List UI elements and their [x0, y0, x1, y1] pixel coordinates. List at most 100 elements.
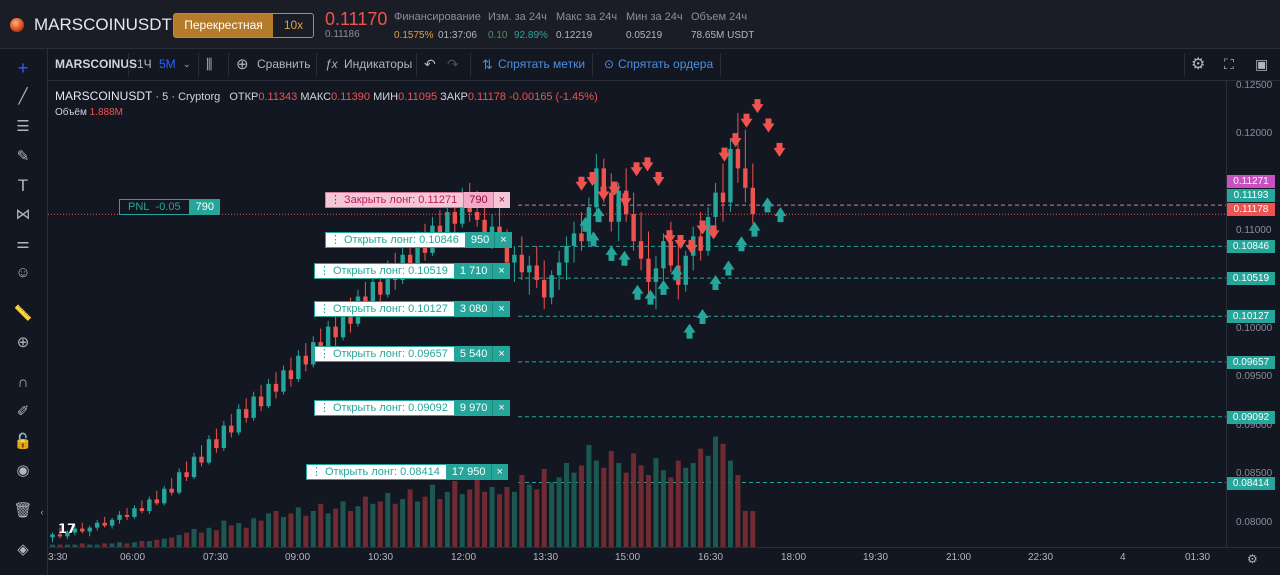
margin-type-label[interactable]: Перекрестная: [174, 14, 273, 37]
volume-label: Объем 24ч: [691, 11, 748, 23]
trash-icon[interactable]: 🗑: [13, 502, 33, 519]
close-long-order[interactable]: Закрыть лонг: 0.11271 790 ×: [325, 192, 511, 208]
cancel-order-icon[interactable]: ×: [492, 400, 510, 416]
candle-body: [109, 519, 115, 526]
pattern-icon[interactable]: ⋈: [15, 206, 31, 223]
pnl-tag[interactable]: PNL -0.05 790: [119, 199, 220, 215]
order-label[interactable]: Открыть лонг: 0.08414: [306, 464, 447, 480]
candle-type-icon[interactable]: ⫼: [206, 56, 213, 72]
fullscreen-icon[interactable]: ⛶: [1224, 56, 1234, 72]
order-label[interactable]: Открыть лонг: 0.09657: [314, 346, 455, 362]
brush-icon[interactable]: ✎: [16, 148, 30, 165]
magnet-icon[interactable]: ∩: [17, 374, 29, 391]
candle-body: [288, 370, 294, 380]
order-label[interactable]: Закрыть лонг: 0.11271: [325, 192, 465, 208]
ruler-icon[interactable]: 📏: [13, 305, 33, 322]
order-label[interactable]: Открыть лонг: 0.10846: [325, 232, 466, 248]
cancel-order-icon[interactable]: ×: [492, 263, 510, 279]
volume-bar: [385, 493, 391, 547]
emoji-icon[interactable]: ☺: [15, 264, 31, 281]
redo-icon[interactable]: ↷: [447, 56, 459, 72]
interval-5m[interactable]: 5M: [159, 57, 176, 71]
interval-1h[interactable]: 1Ч: [137, 57, 152, 71]
open-long-order[interactable]: Открыть лонг: 0.10846 950 ×: [325, 232, 512, 248]
time-tick-label: 4: [1120, 552, 1126, 563]
zoom-icon[interactable]: ⊕: [16, 334, 30, 351]
text-icon[interactable]: T: [17, 176, 29, 195]
cancel-order-icon[interactable]: ×: [492, 301, 510, 317]
volume-bar: [355, 506, 361, 547]
horizontal-lines-icon[interactable]: ☰: [16, 118, 30, 135]
settings-gear-icon[interactable]: ⚙: [1191, 56, 1206, 73]
order-label[interactable]: Открыть лонг: 0.10519: [314, 263, 455, 279]
open-long-order[interactable]: Открыть лонг: 0.10127 3 080 ×: [314, 301, 510, 317]
volume-bar: [318, 503, 324, 547]
candle-body: [147, 499, 152, 512]
collapse-toolbar-icon[interactable]: ‹: [40, 507, 44, 517]
screenshot-camera-icon[interactable]: ▣: [1255, 56, 1269, 72]
candle-body: [482, 219, 487, 234]
change-pct: 92.89%: [514, 30, 548, 41]
hide-orders-icon[interactable]: ⊙: [604, 57, 615, 71]
volume-bar: [131, 542, 137, 547]
price-badge: 0.11178: [1227, 203, 1275, 216]
hide-marks-button[interactable]: Спрятать метки: [498, 57, 586, 71]
order-qty[interactable]: 790: [464, 192, 493, 208]
lock-icon[interactable]: 🔓: [13, 433, 33, 450]
open-long-order[interactable]: Открыть лонг: 0.09092 9 970 ×: [314, 400, 510, 416]
visibility-eye-icon[interactable]: ◉: [16, 462, 30, 479]
order-qty[interactable]: 3 080: [454, 301, 493, 317]
toolbar-symbol[interactable]: MARSCOINUS: [55, 57, 138, 71]
order-qty[interactable]: 1 710: [454, 263, 493, 279]
price-badge: 0.11193: [1227, 189, 1275, 202]
compare-button[interactable]: Сравнить: [257, 57, 311, 71]
volume-bar: [221, 520, 227, 547]
hide-marks-icon[interactable]: ⇅: [482, 57, 493, 72]
cancel-order-icon[interactable]: ×: [492, 192, 511, 208]
price-tick-label: 0.12000: [1236, 128, 1273, 140]
price-axis[interactable]: 0.12500 0.12000 0.11000 0.10000 0.09500 0.090…: [1226, 80, 1280, 547]
symbol-title[interactable]: MARSCOINUSDT: [34, 15, 172, 34]
margin-mode-button[interactable]: Перекрестная 10x: [173, 13, 314, 38]
volume-bar: [72, 544, 78, 547]
order-qty[interactable]: 5 540: [454, 346, 493, 362]
interval-dropdown-icon[interactable]: ⌄: [183, 59, 191, 69]
prediction-icon[interactable]: ⚌: [16, 235, 30, 252]
chart-pane[interactable]: [48, 81, 1226, 547]
layers-icon[interactable]: ◈: [17, 541, 29, 558]
compare-icon[interactable]: ⊕: [236, 56, 249, 73]
volume-bar: [646, 475, 651, 547]
cancel-order-icon[interactable]: ×: [492, 346, 510, 362]
order-qty[interactable]: 950: [465, 232, 495, 248]
lock-drawing-icon[interactable]: ✐: [16, 403, 30, 420]
volume-bar: [735, 475, 741, 547]
open-long-order[interactable]: Открыть лонг: 0.10519 1 710 ×: [314, 263, 510, 279]
order-label[interactable]: Открыть лонг: 0.09092: [314, 400, 455, 416]
crosshair-icon[interactable]: +: [17, 58, 29, 78]
open-long-order[interactable]: Открыть лонг: 0.09657 5 540 ×: [314, 346, 510, 362]
cancel-order-icon[interactable]: ×: [490, 464, 508, 480]
indicators-button[interactable]: Индикаторы: [344, 57, 413, 71]
time-axis[interactable]: ⚙ 3:30 06:00 07:30 09:00 10:30 12:00 13:30 15:0…: [48, 547, 1280, 568]
price-chart[interactable]: [48, 81, 1226, 547]
order-qty[interactable]: 17 950: [446, 464, 491, 480]
time-axis-settings-icon[interactable]: ⚙: [1247, 552, 1258, 566]
trend-line-icon[interactable]: ╱: [18, 88, 28, 105]
sell-signal-marker: [729, 133, 742, 148]
open-long-order[interactable]: Открыть лонг: 0.08414 17 950 ×: [306, 464, 508, 480]
volume-bar: [638, 465, 644, 547]
tradingview-logo-icon[interactable]: 𝟭𝟳: [58, 521, 77, 536]
hide-orders-button[interactable]: Спрятать ордера: [618, 57, 714, 71]
undo-icon[interactable]: ↶: [424, 56, 436, 72]
indicators-icon[interactable]: ƒx: [325, 57, 338, 71]
order-qty[interactable]: 9 970: [454, 400, 493, 416]
sell-signal-marker: [652, 171, 665, 186]
buy-signal-marker: [579, 216, 592, 232]
order-label[interactable]: Открыть лонг: 0.10127: [314, 301, 455, 317]
candle-body: [445, 212, 450, 238]
volume-bar: [340, 501, 346, 547]
volume-bar: [653, 458, 659, 547]
cancel-order-icon[interactable]: ×: [494, 232, 512, 248]
legend-symbol: MARSCOINUSDT: [55, 89, 153, 103]
leverage-label[interactable]: 10x: [283, 18, 304, 32]
